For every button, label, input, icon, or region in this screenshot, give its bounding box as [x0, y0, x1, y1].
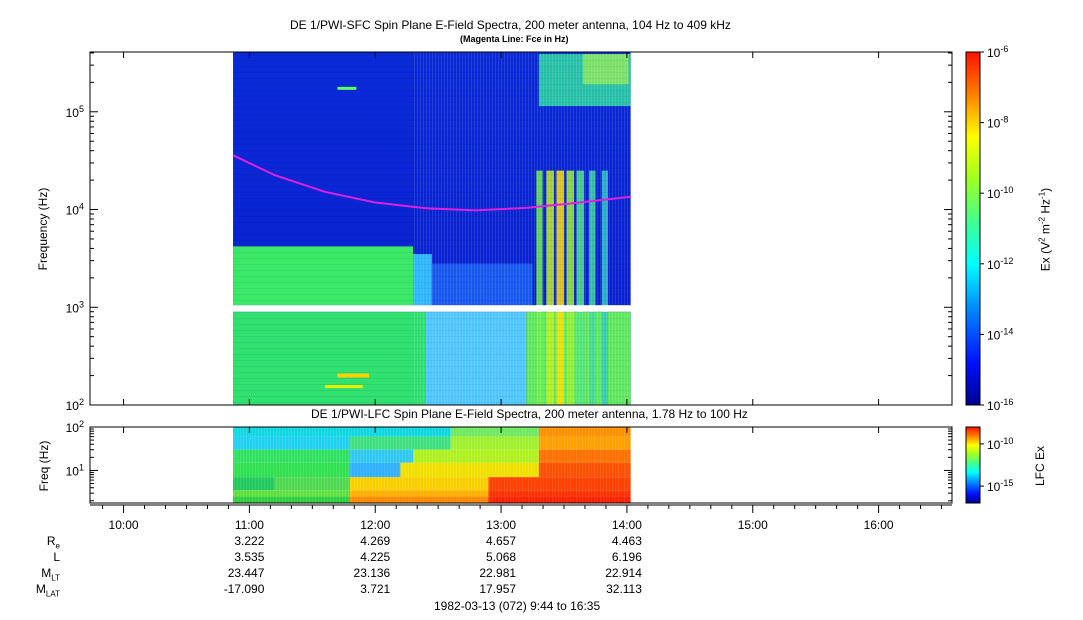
ephemeris-value: 6.196 [611, 550, 642, 564]
time-tick-label: 11:00 [235, 518, 264, 532]
lfc-ylabel: Freq (Hz) [37, 440, 51, 492]
sfc-colorbar-tick-label: 10-6 [987, 44, 1008, 60]
time-axis: 10:00 11:00 12:00 13:00 14:00 15:00 16:00 [90, 52, 952, 532]
sfc-colorbar-label: Ex (V2 m-2 Hz-1) [1037, 187, 1053, 272]
sfc-spectrogram-panel: 102 103 104 105 [66, 51, 953, 413]
sfc-frame [89, 51, 953, 406]
ephemeris-value: 3.222 [234, 534, 265, 548]
ephemeris-row-label: Re [46, 534, 60, 551]
ephemeris-value: 23.136 [353, 566, 391, 580]
sfc-colorbar-gradient [965, 51, 981, 406]
ephemeris-value: -17.090 [223, 582, 265, 596]
lfc-texture [233, 427, 631, 503]
ephemeris-value: 22.914 [605, 566, 642, 580]
ephemeris-value: 4.463 [611, 534, 642, 548]
lfc-spectrogram-panel: 101 102 [66, 419, 953, 504]
sfc-y-tick-label: 102 [66, 397, 84, 413]
lfc-colorbar: 10-10 10-15 [965, 426, 1013, 504]
sfc-ylabel: Frequency (Hz) [36, 187, 50, 271]
ephemeris-value: 5.068 [486, 550, 517, 564]
ephemeris-value: 4.269 [360, 534, 391, 548]
sfc-colorbar-tick-label: 10-10 [987, 185, 1013, 201]
ephemeris-value: 22.981 [479, 566, 517, 580]
ephemeris-value: 32.113 [606, 582, 642, 596]
sfc-title: DE 1/PWI-SFC Spin Plane E-Field Spectra,… [290, 18, 731, 32]
time-tick-label: 16:00 [864, 518, 894, 532]
lfc-colorbar-tick-label: 10-10 [987, 436, 1013, 452]
lfc-y-tick-label: 102 [66, 419, 84, 435]
time-range-footer: 1982-03-13 (072) 9:44 to 16:35 [434, 599, 601, 613]
sfc-y-tick-label: 104 [66, 202, 84, 218]
time-tick-label: 13:00 [486, 518, 516, 532]
sfc-texture-vertical [412, 52, 631, 405]
sfc-y-tick-label: 105 [66, 104, 84, 120]
lfc-y-tick-label: 101 [66, 462, 84, 478]
fce-line [232, 154, 631, 212]
time-tick-label: 10:00 [109, 518, 139, 532]
sfc-colorbar-tick-label: 10-16 [987, 397, 1013, 413]
ephemeris-value: 4.657 [486, 534, 517, 548]
lfc-frame [89, 426, 953, 504]
sfc-colorbar-tick-label: 10-12 [987, 256, 1013, 272]
lfc-colorbar-label: LFC Ex [1033, 446, 1047, 487]
ephemeris-value: 23.447 [227, 566, 265, 580]
ephemeris-row-label: L [53, 550, 60, 564]
time-tick-label: 12:00 [360, 518, 390, 532]
sfc-colorbar-tick-label: 10-8 [987, 115, 1008, 131]
sfc-colorbar: 10-6 10-8 10-10 10-12 10-14 10-16 [965, 44, 1013, 413]
sfc-data-gap [233, 305, 632, 312]
time-tick-label: 14:00 [612, 518, 642, 532]
sfc-subtitle: (Magenta Line: Fce in Hz) [460, 34, 569, 44]
lfc-colorbar-tick-label: 10-15 [987, 478, 1013, 494]
time-tick-label: 15:00 [738, 518, 768, 532]
ephemeris-value: 4.225 [360, 550, 391, 564]
sfc-y-tick-label: 103 [66, 299, 84, 315]
ephemeris-row-label: MLAT [35, 582, 60, 599]
ephemeris-value: 17.957 [479, 582, 517, 596]
ephemeris-row-label: MLT [41, 566, 60, 583]
ephemeris-value: 3.721 [360, 582, 391, 596]
lfc-colorbar-gradient [965, 426, 981, 504]
lfc-title: DE 1/PWI-LFC Spin Plane E-Field Spectra,… [311, 407, 748, 421]
sfc-colorbar-tick-label: 10-14 [987, 326, 1013, 342]
ephemeris-value: 3.535 [234, 550, 265, 564]
